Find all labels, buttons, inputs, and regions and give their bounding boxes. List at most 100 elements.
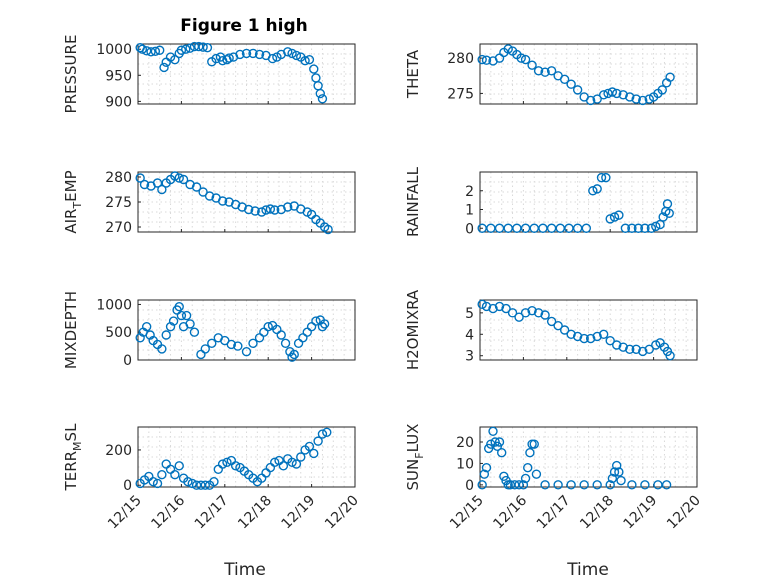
y-tick-label: 200 — [105, 443, 132, 459]
y-tick-label: 0 — [465, 221, 474, 237]
y-axis-label: MIXDEPTH — [62, 291, 80, 369]
y-tick-label: 0 — [123, 478, 132, 494]
data-point — [204, 191, 215, 201]
data-point — [486, 439, 496, 449]
data-point — [313, 81, 323, 91]
data-point — [579, 480, 589, 490]
x-tick-label: 12/20 — [322, 493, 362, 533]
y-tick-label: 4 — [465, 327, 474, 343]
data-point — [139, 179, 150, 190]
data-point — [527, 306, 537, 316]
y-axis-label-tail: LUX — [404, 424, 422, 453]
y-tick-label: 1000 — [96, 42, 132, 58]
data-point — [540, 67, 550, 77]
data-point — [601, 172, 611, 183]
data-point — [520, 473, 531, 484]
data-point — [572, 331, 583, 342]
data-point — [612, 340, 622, 350]
y-tick-label: 275 — [105, 195, 132, 211]
data-point — [287, 457, 297, 467]
data-point — [598, 329, 609, 339]
data-point — [525, 448, 535, 458]
data-point — [178, 174, 189, 185]
data-point — [170, 171, 180, 181]
y-axis-label-subscript: T — [71, 202, 84, 210]
data-point — [481, 55, 492, 65]
data-point — [538, 223, 548, 233]
data-point — [607, 473, 618, 484]
y-axis-label-main: PRESSURE — [62, 35, 80, 114]
data-point — [185, 319, 195, 329]
data-point — [477, 299, 487, 309]
data-point — [222, 457, 232, 467]
data-point — [523, 463, 533, 473]
data-point — [289, 349, 299, 360]
data-point — [609, 212, 620, 222]
y-axis-label: THETA — [404, 49, 422, 99]
data-point — [559, 74, 570, 84]
data-point — [501, 303, 511, 314]
y-axis-label-main: RAINFALL — [404, 166, 422, 237]
data-point — [646, 223, 657, 233]
data-point — [298, 333, 308, 343]
data-point — [217, 459, 228, 469]
data-point — [503, 44, 513, 54]
data-point — [477, 54, 487, 65]
data-point — [283, 47, 293, 57]
data-point — [296, 452, 306, 462]
data-point — [187, 478, 197, 489]
data-point — [157, 344, 167, 354]
y-axis-label-tail: EMP — [62, 170, 80, 201]
data-point — [135, 333, 145, 343]
y-axis-label: PRESSURE — [62, 35, 80, 114]
y-axis-label-main: MIXDEPTH — [62, 291, 80, 369]
series-markers — [135, 427, 332, 490]
subplot-airtemp: 270 275 280 AIRTEMP — [62, 170, 356, 236]
x-tick-label: 12/17 — [192, 493, 232, 533]
y-axis-label: AIRTEMP — [62, 170, 84, 233]
x-tick-label: 12/19 — [279, 493, 319, 533]
data-point — [662, 199, 673, 209]
data-point — [323, 224, 333, 235]
data-point — [270, 205, 280, 215]
data-point — [566, 79, 576, 89]
data-point — [189, 327, 200, 337]
axes-frame — [137, 299, 356, 361]
data-point — [141, 321, 152, 332]
data-point — [267, 53, 278, 64]
data-point — [174, 301, 184, 312]
y-tick-label: 1000 — [96, 297, 132, 313]
data-point — [618, 342, 628, 352]
data-point — [176, 45, 187, 55]
y-axis-label-main: H2OMIXRA — [404, 289, 422, 370]
data-point — [241, 48, 252, 59]
data-point — [209, 477, 219, 487]
data-point — [181, 310, 192, 321]
data-point — [157, 184, 167, 195]
data-point — [196, 349, 206, 360]
y-tick-label: 280 — [447, 51, 474, 67]
data-point — [168, 316, 179, 326]
data-point — [280, 338, 291, 349]
data-point — [300, 55, 310, 66]
data-point — [135, 173, 145, 183]
data-point — [546, 66, 557, 76]
data-point — [157, 469, 167, 480]
y-tick-label: 0 — [123, 353, 132, 369]
data-point — [546, 316, 557, 327]
data-point — [540, 480, 550, 490]
y-tick-label: 500 — [105, 325, 132, 341]
data-point — [278, 461, 289, 471]
data-point — [579, 333, 589, 344]
data-point — [661, 480, 672, 490]
data-point — [304, 54, 315, 65]
data-point — [598, 90, 609, 100]
data-point — [520, 308, 531, 318]
data-point — [625, 344, 635, 354]
x-tick-label: 12/18 — [235, 493, 275, 533]
data-point — [254, 49, 265, 60]
subplot-sunflux: 0 10 20 12/15 12/16 12/17 12/18 12/19 12/20 SUNFL… — [404, 424, 704, 533]
data-point — [488, 426, 498, 436]
data-point — [185, 43, 195, 53]
y-tick-label: 900 — [105, 94, 132, 110]
